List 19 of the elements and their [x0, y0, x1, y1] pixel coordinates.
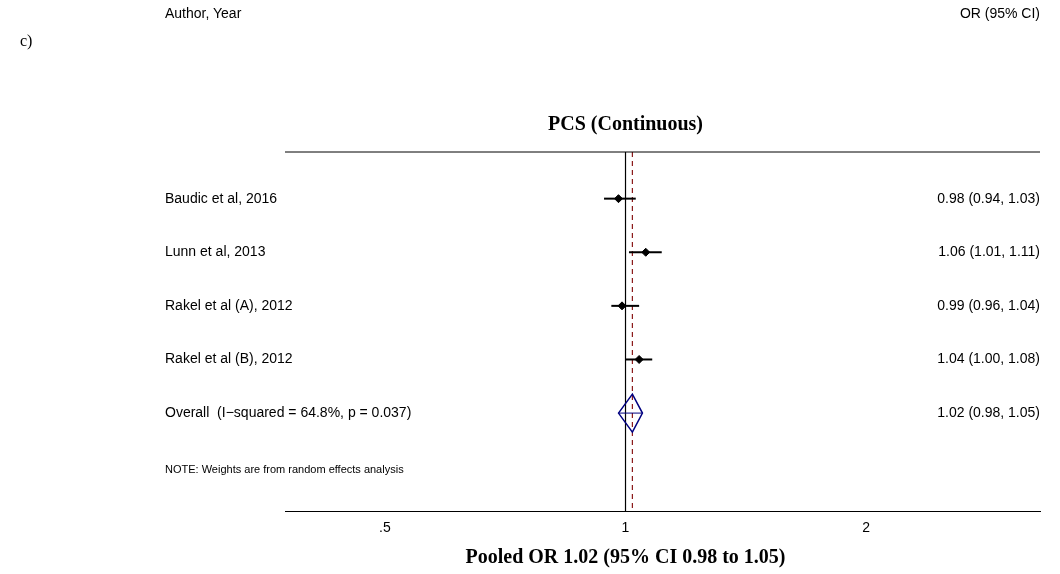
text: Author, Year	[165, 4, 242, 21]
annotation: 1.06 (1.01, 1.11)	[938, 243, 1040, 260]
y-tick-label: Rakel et al (A), 2012	[165, 296, 293, 313]
chart-title: PCS (Continuous)	[547, 112, 704, 136]
y-tick-label: Overall (I−squared = 64.8%, p = 0.037)	[165, 403, 412, 420]
annotation: NOTE: Weights are from random effects analysis	[165, 463, 405, 476]
annotation: 0.98 (0.94, 1.03)	[937, 189, 1040, 206]
text: OR (95% CI)	[959, 4, 1040, 21]
annotation: 0.99 (0.96, 1.04)	[937, 296, 1040, 313]
x-tick-label: .5	[379, 519, 391, 536]
x-tick-label: 1	[621, 519, 630, 536]
y-tick-label: Lunn et al, 2013	[165, 243, 266, 260]
annotation: 1.02 (0.98, 1.05)	[937, 403, 1040, 420]
x-axis-title: Pooled OR 1.02 (95% CI 0.98 to 1.05)	[465, 545, 786, 569]
text: c)	[20, 32, 33, 51]
x-tick-label: 2	[862, 519, 871, 536]
annotation: 1.04 (1.00, 1.08)	[937, 350, 1040, 367]
y-tick-label: Baudic et al, 2016	[165, 189, 278, 206]
y-tick-label: Rakel et al (B), 2012	[165, 350, 293, 367]
